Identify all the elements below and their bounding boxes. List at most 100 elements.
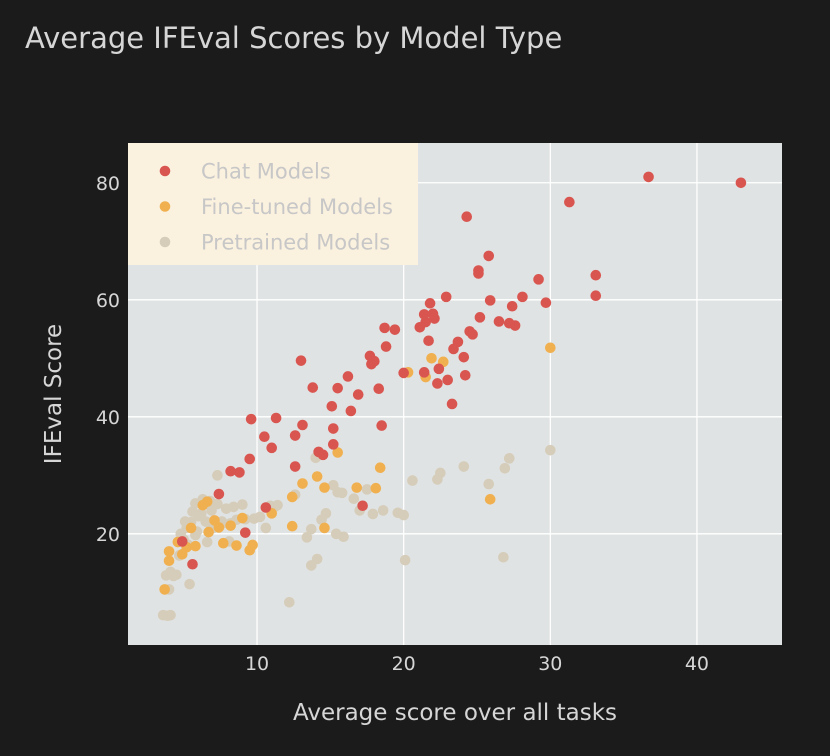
data-point: [735, 177, 747, 189]
data-point: [319, 522, 330, 534]
data-point: [448, 343, 459, 355]
data-point: [305, 560, 317, 571]
data-point: [374, 462, 386, 474]
data-points: [157, 171, 747, 622]
data-point: [370, 482, 382, 494]
data-point: [423, 335, 434, 347]
data-point: [458, 461, 470, 472]
data-point: [432, 474, 443, 485]
data-point: [245, 413, 257, 425]
data-point: [361, 484, 373, 495]
x-axis-ticks: 10 20 30 40: [245, 653, 709, 675]
data-point: [157, 609, 169, 621]
data-point: [461, 211, 473, 223]
data-point: [379, 322, 390, 334]
legend-marker: [159, 165, 171, 177]
data-point: [564, 196, 575, 208]
data-point: [499, 463, 511, 474]
data-point: [159, 584, 170, 595]
data-point: [259, 431, 270, 443]
data-point: [295, 355, 307, 366]
data-point: [348, 493, 360, 505]
data-point: [305, 523, 317, 535]
data-point: [426, 353, 437, 364]
data-point: [517, 291, 528, 303]
data-point: [317, 449, 329, 461]
data-point: [590, 290, 602, 302]
data-point: [493, 316, 505, 327]
data-point: [342, 371, 354, 382]
data-point: [398, 509, 409, 521]
data-point: [590, 269, 602, 281]
data-point: [260, 502, 272, 513]
series-group: [176, 171, 747, 570]
series-group: [159, 342, 556, 595]
data-point: [332, 447, 343, 458]
data-point: [190, 540, 201, 552]
data-point: [197, 499, 209, 511]
data-point: [163, 546, 175, 557]
data-point: [301, 532, 313, 543]
y-tick-label: 20: [96, 524, 120, 546]
data-point: [297, 478, 308, 489]
data-point: [220, 503, 232, 514]
data-point: [184, 578, 195, 590]
data-point: [206, 505, 217, 516]
data-point: [351, 482, 363, 493]
data-point: [533, 274, 544, 285]
data-point: [459, 369, 471, 381]
data-point: [289, 430, 301, 441]
data-point: [357, 500, 368, 512]
data-point: [200, 516, 212, 527]
data-point: [345, 405, 357, 417]
data-point: [442, 374, 453, 386]
data-point: [332, 382, 343, 394]
data-point: [483, 250, 495, 262]
data-point: [483, 478, 495, 490]
data-point: [327, 439, 339, 450]
data-point: [187, 506, 198, 517]
x-tick-label: 10: [245, 653, 269, 675]
data-point: [503, 453, 515, 464]
data-point: [545, 444, 556, 456]
x-tick-label: 30: [538, 653, 562, 675]
data-point: [389, 324, 401, 335]
data-point: [286, 491, 298, 503]
data-point: [160, 570, 172, 581]
data-point: [433, 363, 445, 375]
data-point: [218, 537, 229, 549]
legend-marker: [159, 201, 171, 212]
data-point: [234, 467, 245, 478]
data-point: [398, 367, 409, 379]
data-point: [260, 522, 272, 534]
data-point: [367, 508, 379, 520]
data-point: [399, 554, 411, 566]
data-point: [237, 499, 248, 510]
data-point: [427, 308, 439, 320]
legend-label: Fine-tuned Models: [201, 195, 393, 219]
data-point: [247, 539, 258, 551]
data-point: [440, 291, 452, 303]
data-point: [248, 513, 260, 524]
data-point: [376, 420, 387, 431]
data-point: [330, 528, 342, 540]
data-point: [176, 536, 188, 547]
data-point: [213, 488, 225, 500]
data-point: [225, 520, 236, 531]
legend-label: Pretrained Models: [201, 231, 390, 255]
data-point: [266, 442, 278, 454]
data-point: [270, 412, 282, 424]
data-point: [484, 295, 496, 306]
data-point: [446, 398, 458, 410]
data-point: [237, 512, 248, 524]
data-point: [369, 355, 380, 367]
data-point: [418, 367, 430, 378]
data-point: [380, 341, 392, 352]
data-point: [327, 479, 339, 491]
data-point: [319, 482, 330, 493]
y-tick-label: 60: [96, 290, 120, 312]
data-point: [432, 378, 443, 389]
data-point: [212, 470, 223, 481]
data-point: [458, 351, 470, 363]
data-point: [307, 382, 319, 393]
